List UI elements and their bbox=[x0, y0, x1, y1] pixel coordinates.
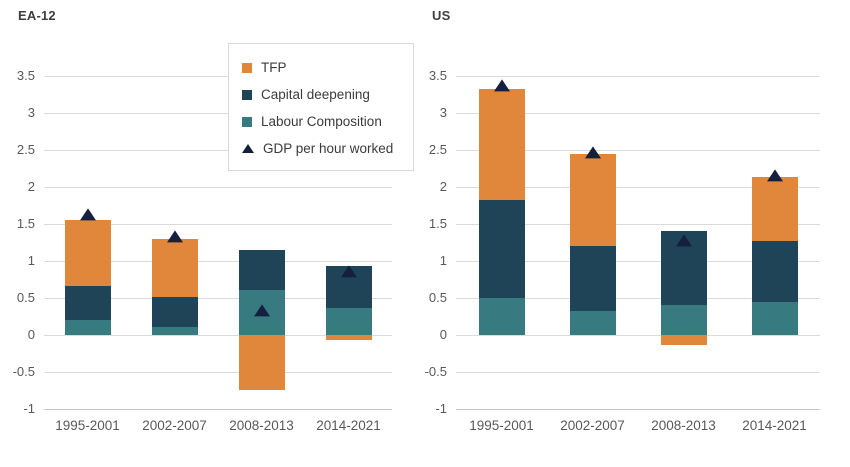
bar-segment-capital-deepening bbox=[151, 297, 198, 327]
gridline bbox=[44, 112, 392, 114]
legend-label: Capital deepening bbox=[261, 87, 370, 102]
gdp-per-hour-marker-icon bbox=[253, 304, 270, 317]
legend: TFP Capital deepening Labour Composition GD… bbox=[228, 43, 414, 171]
y-axis-tick-label: 1.5 bbox=[16, 216, 35, 232]
y-axis-tick-label: 3 bbox=[439, 105, 447, 121]
y-axis-tick-label: 1 bbox=[27, 253, 35, 269]
bar-segment-labour-composition bbox=[569, 311, 616, 335]
gridline bbox=[456, 112, 820, 114]
y-axis-tick-label: -0.5 bbox=[12, 364, 35, 380]
gridline bbox=[456, 76, 820, 77]
gridline bbox=[456, 149, 820, 151]
y-axis-tick-label: 1.5 bbox=[428, 216, 447, 232]
bar-segment-tfp bbox=[151, 238, 198, 298]
x-axis-category-label: 1995-2001 bbox=[469, 418, 534, 433]
square-marker-icon bbox=[242, 116, 252, 127]
gridline bbox=[456, 335, 820, 336]
y-axis-tick-label: 0 bbox=[27, 327, 35, 343]
bar-segment-capital-deepening bbox=[64, 286, 111, 321]
plot-area-us: 3.5 3 2.5 2 1.5 1 0.5 0 -0.5 -1 1995-2001 2002-2007… bbox=[425, 68, 820, 433]
x-axis-category-label: 2002-2007 bbox=[560, 418, 625, 433]
legend-item: Capital deepening bbox=[242, 81, 401, 108]
gdp-per-hour-marker-icon bbox=[675, 234, 692, 247]
gridline bbox=[456, 223, 820, 225]
legend-item: Labour Composition bbox=[242, 108, 401, 135]
y-axis-tick-label: 0.5 bbox=[16, 290, 35, 306]
bar-segment-tfp bbox=[751, 177, 798, 241]
bar-segment-tfp bbox=[660, 335, 707, 345]
bar-segment-labour-composition bbox=[751, 302, 798, 335]
gridline bbox=[44, 261, 392, 262]
triangle-marker-icon bbox=[242, 144, 254, 153]
gridline bbox=[44, 223, 392, 225]
gridline bbox=[44, 76, 392, 77]
y-axis-tick-label: 1 bbox=[439, 253, 447, 269]
y-axis-tick-label: -1 bbox=[435, 401, 447, 417]
legend-label: Labour Composition bbox=[261, 114, 382, 129]
square-marker-icon bbox=[242, 89, 252, 100]
gdp-per-hour-marker-icon bbox=[79, 208, 96, 221]
gdp-per-hour-marker-icon bbox=[766, 169, 783, 182]
gridline bbox=[456, 371, 820, 373]
chart-us: US 3.5 3 2.5 2 1.5 1 0.5 0 -0.5 -1 1995-2001 2002-2… bbox=[425, 0, 850, 467]
x-axis-category-label: 2008-2013 bbox=[229, 418, 294, 433]
legend-label: TFP bbox=[261, 60, 287, 75]
gridline bbox=[44, 371, 392, 373]
gdp-per-hour-marker-icon bbox=[493, 79, 510, 92]
y-axis-tick-label: 2.5 bbox=[16, 142, 35, 158]
bar-segment-labour-composition bbox=[64, 320, 111, 335]
bar-segment-tfp bbox=[569, 153, 616, 247]
gdp-per-hour-marker-icon bbox=[584, 146, 601, 159]
gdp-per-hour-marker-icon bbox=[166, 229, 183, 242]
y-axis-tick-label: 0 bbox=[439, 327, 447, 343]
x-axis-category-label: 1995-2001 bbox=[55, 418, 120, 433]
gridline bbox=[456, 187, 820, 188]
legend-item: TFP bbox=[242, 54, 401, 81]
gridline bbox=[44, 335, 392, 336]
x-axis-category-label: 2014-2021 bbox=[742, 418, 807, 433]
y-axis-tick-label: 2 bbox=[27, 179, 35, 195]
x-axis-category-label: 2008-2013 bbox=[651, 418, 716, 433]
legend-item: GDP per hour worked bbox=[242, 135, 401, 162]
bar-segment-capital-deepening bbox=[478, 199, 525, 298]
y-axis-tick-label: 0.5 bbox=[428, 290, 447, 306]
plot-area-ea12: 3.5 3 2.5 2 1.5 1 0.5 0 -0.5 -1 1995-2001 2002-2007… bbox=[13, 68, 392, 433]
bar-segment-labour-composition bbox=[325, 307, 372, 335]
gridline bbox=[456, 298, 820, 299]
bar-segment-capital-deepening bbox=[569, 246, 616, 312]
x-axis-category-label: 2014-2021 bbox=[316, 418, 381, 433]
gdp-per-hour-marker-icon bbox=[340, 265, 357, 278]
bar-segment-tfp bbox=[325, 335, 372, 341]
bar-segment-tfp bbox=[478, 88, 525, 200]
chart-title-us: US bbox=[432, 8, 451, 23]
y-axis-tick-label: 2 bbox=[439, 179, 447, 195]
y-axis-tick-label: 3.5 bbox=[428, 68, 447, 84]
y-axis-tick-label: 3 bbox=[27, 105, 35, 121]
y-axis-tick-label: 2.5 bbox=[428, 142, 447, 158]
chart-ea12: EA-12 3.5 3 2.5 2 1.5 1 0.5 0 -0.5 -1 1995-2001 200… bbox=[13, 8, 392, 433]
bar-segment-capital-deepening bbox=[238, 249, 285, 290]
y-axis-tick-label: -0.5 bbox=[424, 364, 447, 380]
x-axis-category-label: 2002-2007 bbox=[142, 418, 207, 433]
bar-segment-tfp bbox=[64, 220, 111, 287]
gridline bbox=[44, 409, 392, 410]
bar-segment-labour-composition bbox=[660, 305, 707, 335]
gridline bbox=[456, 261, 820, 262]
legend-label: GDP per hour worked bbox=[263, 141, 394, 156]
bar-segment-labour-composition bbox=[151, 326, 198, 335]
bar-segment-tfp bbox=[238, 335, 285, 390]
gridline bbox=[456, 409, 820, 410]
square-marker-icon bbox=[242, 62, 252, 73]
y-axis-tick-label: -1 bbox=[23, 401, 35, 417]
y-axis-tick-label: 3.5 bbox=[16, 68, 35, 84]
gridline bbox=[44, 149, 392, 151]
bar-segment-capital-deepening bbox=[751, 241, 798, 303]
gridline bbox=[44, 298, 392, 299]
bar-segment-labour-composition bbox=[478, 298, 525, 335]
gridline bbox=[44, 187, 392, 188]
chart-title-ea12: EA-12 bbox=[18, 8, 56, 23]
